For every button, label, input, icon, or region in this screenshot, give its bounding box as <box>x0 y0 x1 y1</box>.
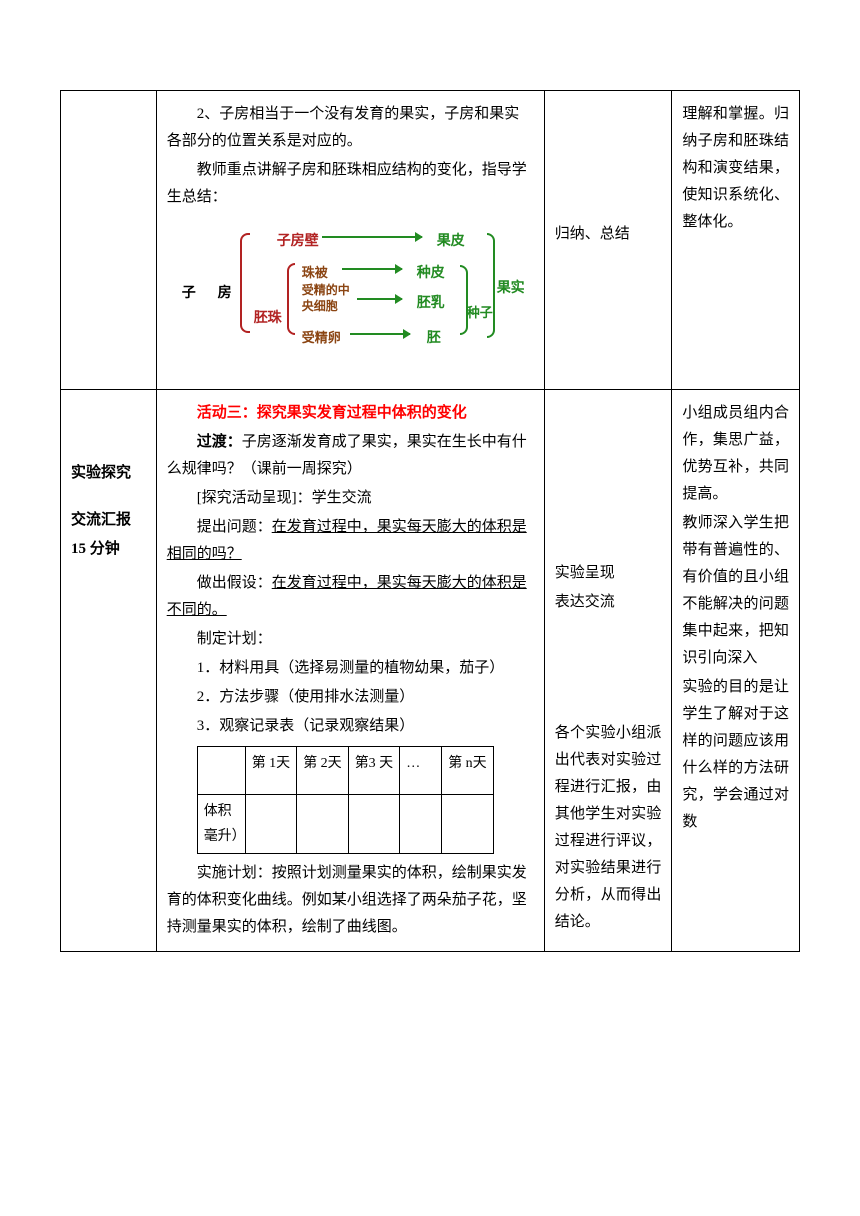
label: 过渡： <box>197 434 242 450</box>
diagram-label-zygote: 受精卵 <box>302 326 341 349</box>
diagram-label-ovary: 子 房 <box>182 281 236 306</box>
diagram-label-endosperm: 胚乳 <box>417 291 445 316</box>
phase-label: 15 分钟 <box>71 536 146 563</box>
arrow-icon <box>322 236 422 238</box>
obs-cell: 体积毫升） <box>197 795 245 854</box>
table-row: 实验探究 交流汇报 15 分钟 活动三：探究果实发育过程中体积的变化 过渡：子房… <box>61 390 800 952</box>
obs-cell <box>297 795 349 854</box>
obs-cell: … <box>400 747 442 795</box>
cell-phase-1 <box>61 91 157 390</box>
obs-cell <box>442 795 494 854</box>
diagram-label-fruit: 果实 <box>497 276 525 301</box>
paragraph: 归纳、总结 <box>555 221 662 248</box>
diagram-label-central-cell: 受精的中 央细胞 <box>302 283 350 314</box>
paragraph: 实施计划：按照计划测量果实的体积，绘制果实发育的体积变化曲线。例如某小组选择了两… <box>167 860 534 941</box>
phase-label: 交流汇报 <box>71 507 146 534</box>
arrow-icon <box>342 268 402 270</box>
paragraph: 实验的目的是让学生了解对于这样的问题应该用什么样的方法研究，学会通过对数 <box>682 674 789 836</box>
brace-icon <box>287 263 295 335</box>
label: 提出问题： <box>197 519 272 535</box>
text: 受精的中 <box>302 283 350 297</box>
diagram-label-ovary-wall: 子房壁 <box>277 229 319 254</box>
paragraph: [探究活动呈现]：学生交流 <box>167 485 534 512</box>
label: 做出假设： <box>197 575 272 591</box>
brace-icon <box>240 233 250 333</box>
observation-table: 第 1天 第 2天 第3 天 … 第 n天 体积毫升） <box>197 746 494 854</box>
activity-title: 活动三：探究果实发育过程中体积的变化 <box>167 400 534 427</box>
lesson-plan-table: 2、子房相当于一个没有发育的果实，子房和果实各部分的位置关系是对应的。 教师重点… <box>60 90 800 952</box>
phase-label: 实验探究 <box>71 460 146 487</box>
cell-activity-1: 归纳、总结 <box>544 91 672 390</box>
diagram-label-embryo: 胚 <box>427 326 441 351</box>
ovary-fruit-diagram: 子 房 子房壁 胚珠 珠被 受精的中 央细胞 受精卵 果皮 种皮 胚乳 胚 <box>182 221 534 371</box>
paragraph: 表达交流 <box>555 589 662 616</box>
text: 央细胞 <box>302 299 338 313</box>
arrow-icon <box>357 298 402 300</box>
obs-cell: 第 2天 <box>297 747 349 795</box>
list-item: 2．方法步骤（使用排水法测量） <box>167 684 534 711</box>
table-row: 2、子房相当于一个没有发育的果实，子房和果实各部分的位置关系是对应的。 教师重点… <box>61 91 800 390</box>
paragraph: 提出问题：在发育过程中，果实每天膨大的体积是相同的吗？ <box>167 514 534 568</box>
paragraph: 2、子房相当于一个没有发育的果实，子房和果实各部分的位置关系是对应的。 <box>167 101 534 155</box>
diagram-label-seed-coat: 种皮 <box>417 261 445 286</box>
cell-activity-2: 实验呈现 表达交流 各个实验小组派出代表对实验过程进行汇报，由其他学生对实验过程… <box>544 390 672 952</box>
paragraph: 过渡：子房逐渐发育成了果实，果实在生长中有什么规律吗？（课前一周探究） <box>167 429 534 483</box>
brace-icon <box>460 265 468 335</box>
obs-cell <box>348 795 400 854</box>
paragraph: 教师重点讲解子房和胚珠相应结构的变化，指导学生总结： <box>167 157 534 211</box>
brace-icon <box>487 233 495 338</box>
obs-cell: 第 1天 <box>245 747 297 795</box>
cell-phase-2: 实验探究 交流汇报 15 分钟 <box>61 390 157 952</box>
obs-cell <box>197 747 245 795</box>
cell-intent-2: 小组成员组内合作，集思广益，优势互补，共同提高。 教师深入学生把带有普遍性的、有… <box>672 390 800 952</box>
list-item: 1．材料用具（选择易测量的植物幼果，茄子） <box>167 655 534 682</box>
paragraph: 制定计划： <box>167 626 534 653</box>
paragraph: 小组成员组内合作，集思广益，优势互补，共同提高。 <box>682 400 789 508</box>
paragraph: 做出假设：在发育过程中，果实每天膨大的体积是不同的。 <box>167 570 534 624</box>
obs-cell <box>245 795 297 854</box>
paragraph: 理解和掌握。归纳子房和胚珠结构和演变结果，使知识系统化、整体化。 <box>682 101 789 236</box>
paragraph: 教师深入学生把带有普遍性的、有价值的且小组不能解决的问题集中起来，把知识引向深入 <box>682 510 789 672</box>
paragraph: 实验呈现 <box>555 560 662 587</box>
diagram-label-ovule: 胚珠 <box>254 306 282 331</box>
list-item: 3．观察记录表（记录观察结果） <box>167 713 534 740</box>
cell-content-1: 2、子房相当于一个没有发育的果实，子房和果实各部分的位置关系是对应的。 教师重点… <box>156 91 544 390</box>
obs-cell: 第 n天 <box>442 747 494 795</box>
obs-cell: 第3 天 <box>348 747 400 795</box>
paragraph: 各个实验小组派出代表对实验过程进行汇报，由其他学生对实验过程进行评议，对实验结果… <box>555 720 662 936</box>
diagram-label-pericarp: 果皮 <box>437 229 465 254</box>
obs-header-row: 第 1天 第 2天 第3 天 … 第 n天 <box>197 747 493 795</box>
obs-data-row: 体积毫升） <box>197 795 493 854</box>
arrow-icon <box>350 333 410 335</box>
diagram-label-integument: 珠被 <box>302 261 328 284</box>
cell-intent-1: 理解和掌握。归纳子房和胚珠结构和演变结果，使知识系统化、整体化。 <box>672 91 800 390</box>
cell-content-2: 活动三：探究果实发育过程中体积的变化 过渡：子房逐渐发育成了果实，果实在生长中有… <box>156 390 544 952</box>
obs-cell <box>400 795 442 854</box>
